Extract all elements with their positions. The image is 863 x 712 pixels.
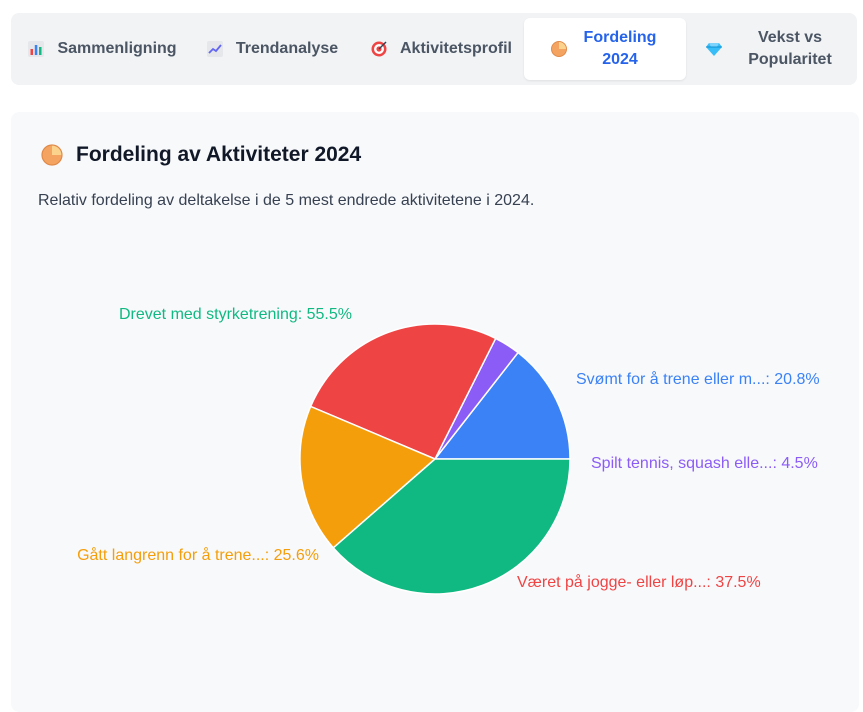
- tab-sammenligning[interactable]: Sammenligning: [17, 18, 187, 80]
- tab-fordeling-2024[interactable]: Fordeling 2024: [524, 18, 686, 80]
- tab-aktivitetsprofil[interactable]: Aktivitetsprofil: [363, 18, 519, 80]
- panel-title-text: Fordeling av Aktiviteter 2024: [76, 143, 362, 166]
- tab-trendanalyse[interactable]: Trendanalyse: [197, 18, 347, 80]
- gem-icon: [706, 43, 722, 56]
- slice-label: Gått langrenn for å trene...: 25.6%: [77, 546, 319, 564]
- trend-chart-icon: [206, 41, 223, 57]
- panel-title: Fordeling av Aktiviteter 2024: [40, 140, 361, 170]
- tab-bar: Sammenligning Trendanalyse Aktivitetspro…: [11, 13, 857, 85]
- pie-chart-icon: [551, 41, 567, 57]
- pie-slice[interactable]: [299, 405, 437, 549]
- target-icon: [371, 41, 387, 57]
- pie-slice[interactable]: [433, 351, 571, 460]
- bar-chart-icon: [28, 41, 45, 57]
- pie-slice[interactable]: [332, 458, 571, 595]
- pie-chart-icon: [41, 144, 63, 166]
- slice-label: Været på jogge- eller løp...: 37.5%: [517, 573, 761, 591]
- slice-label: Spilt tennis, squash elle...: 4.5%: [591, 455, 818, 472]
- tab-label: Aktivitetsprofil: [399, 40, 512, 57]
- slice-label: Svømt for å trene eller m...: 20.8%: [576, 370, 820, 388]
- panel-description: Relativ fordeling av deltakelse i de 5 m…: [38, 192, 535, 209]
- tab-label: Sammenligning: [57, 40, 177, 57]
- tab-label: Trendanalyse: [235, 40, 339, 57]
- tab-label: Vekst vs Popularitet: [748, 29, 832, 68]
- tab-label: Fordeling 2024: [583, 29, 657, 68]
- slice-label: Drevet med styrketrening: 55.5%: [119, 306, 352, 323]
- tab-vekst-vs-popularitet[interactable]: Vekst vs Popularitet: [696, 18, 854, 80]
